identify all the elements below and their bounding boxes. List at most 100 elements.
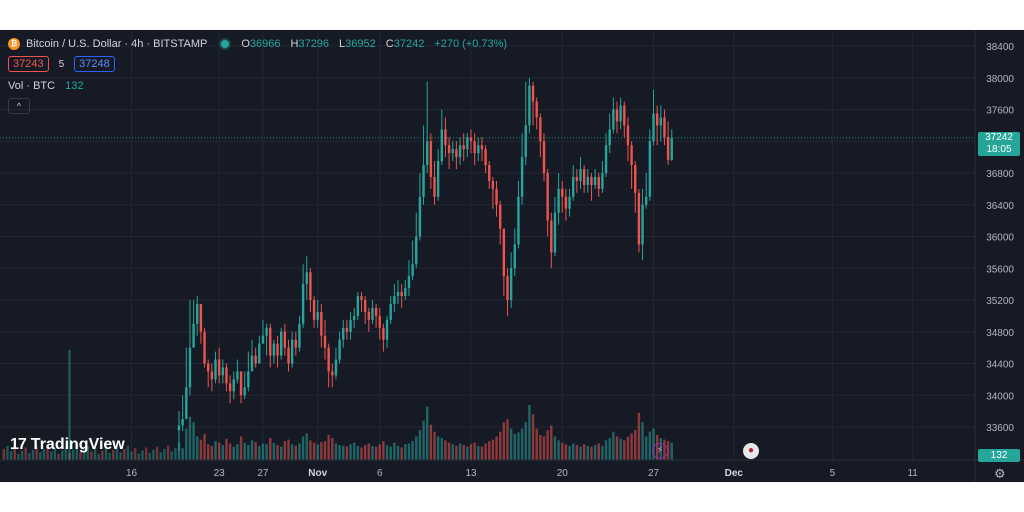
candle-body	[506, 276, 509, 300]
candle-body	[378, 315, 381, 328]
time-axis[interactable]: 16 23 27 Nov 6 13 20 27 Dec 5 11	[126, 468, 918, 479]
volume-bar	[542, 436, 546, 460]
candle-body	[345, 327, 349, 332]
candle	[265, 323, 268, 356]
candle-body	[659, 117, 662, 126]
volume-bar	[320, 441, 323, 460]
candle	[590, 173, 593, 201]
candle	[334, 347, 338, 380]
candle	[280, 327, 283, 360]
candle	[557, 173, 560, 225]
candle-body	[228, 383, 232, 392]
candle	[276, 335, 279, 368]
volume-bar	[301, 436, 305, 460]
ohlc-low: L36952	[339, 38, 376, 50]
price-axis[interactable]: 3840038000376003720036800364003600035600…	[986, 42, 1014, 434]
candle	[243, 371, 246, 400]
candle	[349, 311, 352, 340]
volume-bar	[440, 438, 443, 460]
volume-bar	[17, 453, 20, 460]
volume-bar	[626, 436, 630, 460]
chart-canvas[interactable]: 3840038000376003720036800364003600035600…	[0, 30, 1024, 482]
volume-bar	[666, 441, 670, 460]
candle-body	[367, 311, 370, 320]
candle-body	[630, 145, 633, 166]
time-tick-label: 20	[557, 468, 569, 479]
volume-bar	[477, 445, 480, 460]
price-tick-label: 34800	[986, 328, 1014, 339]
candle-body	[473, 141, 476, 154]
candle-body	[535, 101, 538, 118]
candle	[659, 105, 662, 142]
sell-price-button[interactable]: 37243	[8, 56, 49, 72]
candle	[433, 161, 436, 205]
volume-bar	[214, 441, 217, 460]
candle	[199, 303, 203, 344]
candle	[196, 296, 199, 336]
candle-body	[422, 165, 425, 197]
candle-body	[192, 323, 195, 348]
candle-body	[261, 335, 265, 344]
volume-bar	[9, 451, 13, 460]
candle-body	[477, 145, 480, 154]
collapse-legend-button[interactable]: ^	[8, 98, 30, 114]
candle	[473, 133, 476, 166]
volume-bar	[546, 430, 549, 460]
volume-bar	[331, 438, 334, 460]
candle-body	[247, 371, 250, 388]
candle-body	[645, 196, 648, 205]
volume-label[interactable]: Vol · BTC	[8, 80, 56, 92]
lightning-icon[interactable]: ⚡	[652, 443, 668, 459]
candle	[294, 331, 297, 356]
candle	[619, 97, 622, 130]
volume-bar	[20, 450, 24, 460]
candle-body	[418, 196, 422, 237]
volume-bar	[382, 441, 385, 460]
market-status-icon[interactable]	[221, 40, 230, 48]
candle	[575, 169, 579, 193]
buy-price-button[interactable]: 37248	[74, 56, 115, 72]
candle-body	[312, 300, 316, 320]
volume-legend: Vol · BTC 132	[8, 80, 83, 92]
candle	[542, 133, 546, 181]
volume-bar	[174, 448, 177, 460]
volume-value: 132	[65, 80, 84, 92]
volume-bar	[506, 419, 509, 460]
volume-bar	[269, 438, 272, 460]
us-flag-icon[interactable]: ●	[743, 443, 759, 459]
volume-bar	[648, 431, 652, 460]
candle	[258, 335, 261, 364]
volume-bar	[155, 446, 159, 460]
candle	[528, 77, 531, 134]
candle-body	[177, 425, 181, 431]
volume-bar	[612, 431, 615, 460]
chart-frame[interactable]: 3840038000376003720036800364003600035600…	[0, 30, 1024, 482]
volume-bar	[42, 449, 46, 460]
candle	[305, 256, 308, 300]
price-tick-label: 35600	[986, 264, 1014, 275]
candle	[539, 113, 542, 158]
price-tick-label: 38000	[986, 74, 1014, 85]
volume-bar	[53, 448, 57, 460]
candle-body	[404, 288, 407, 297]
candle-body	[524, 125, 527, 158]
candle-body	[360, 296, 363, 300]
volume-bar	[561, 442, 564, 460]
candle	[572, 165, 575, 201]
candle-body	[440, 129, 443, 162]
volume-bar	[466, 446, 469, 460]
candle	[509, 252, 513, 308]
candle-body	[188, 347, 192, 388]
candle	[666, 121, 670, 166]
tradingview-logo[interactable]: 17 TradingView	[10, 436, 125, 454]
volume-bar	[393, 442, 396, 460]
candle	[214, 351, 217, 384]
candle	[331, 363, 334, 388]
volume-bar	[199, 439, 203, 460]
candle-body	[597, 176, 600, 189]
symbol-title[interactable]: Bitcoin / U.S. Dollar · 4h · BITSTAMP	[26, 38, 208, 50]
candle	[484, 145, 487, 173]
candle-body	[400, 292, 403, 297]
gear-icon[interactable]: ⚙	[994, 466, 1006, 481]
volume-bar	[356, 445, 360, 460]
